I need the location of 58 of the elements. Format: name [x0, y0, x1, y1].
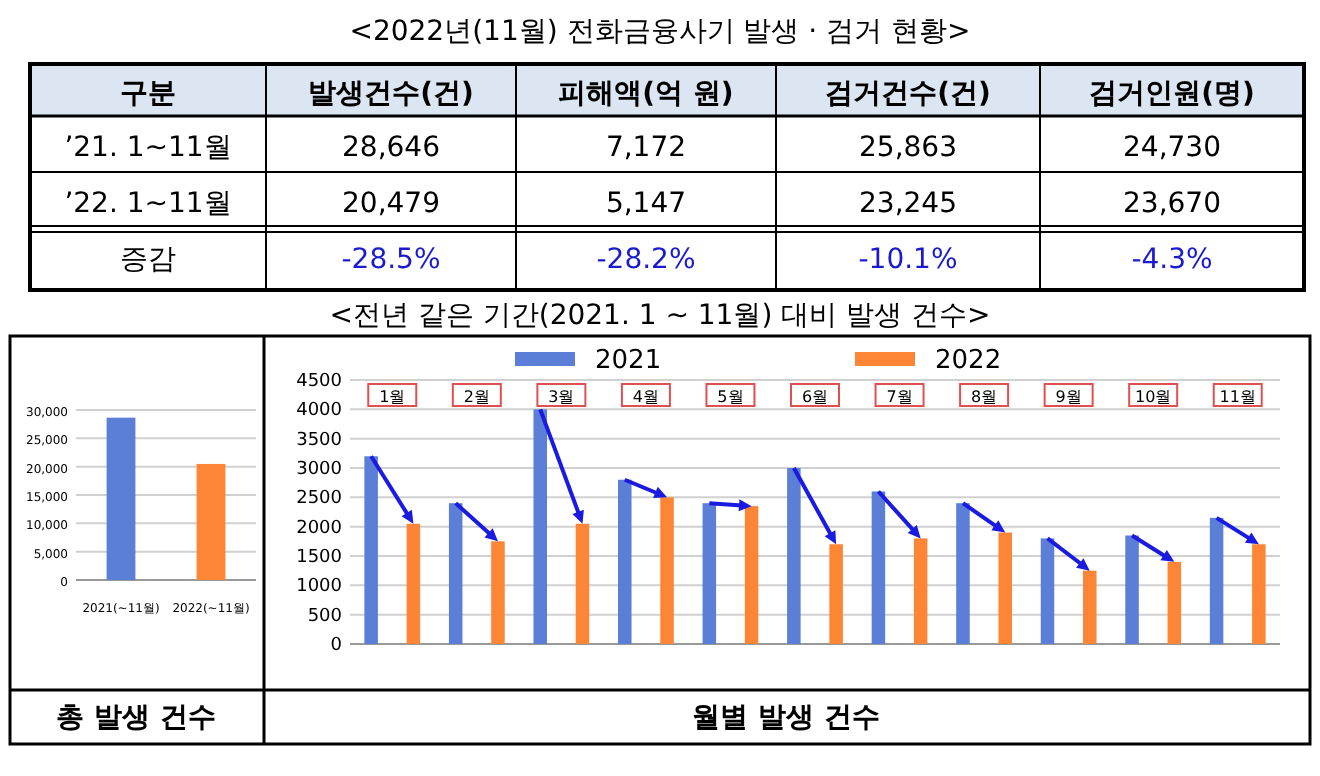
y-tick-label: 4500 — [296, 372, 343, 392]
x-tick-label: 11월 — [1219, 388, 1256, 406]
y-tick-label: 2500 — [296, 489, 343, 510]
bar — [1125, 535, 1139, 644]
text: -10.1% — [858, 244, 958, 276]
text: -28.2% — [596, 244, 696, 276]
text: 20,479 — [342, 188, 440, 220]
y-tick-label: 4000 — [296, 401, 343, 422]
chart-title: <전년 같은 기간(2021. 1 ~ 11월) 대비 발생 건수> — [329, 300, 991, 332]
x-axis-title: 월별 발생 건수 — [692, 702, 880, 734]
category-label: 발생건수(건) — [308, 78, 474, 110]
x-tick-label: 5월 — [717, 388, 744, 406]
bar — [1040, 538, 1055, 644]
text: 28,646 — [342, 132, 440, 164]
bar — [448, 503, 463, 644]
text: 5,147 — [605, 188, 687, 220]
text: 25,863 — [859, 132, 957, 164]
text: -28.5% — [341, 244, 441, 276]
y-tick-label: 0 — [330, 636, 343, 656]
y-tick-label: 1500 — [296, 548, 343, 568]
bar — [871, 491, 886, 644]
text: 7,172 — [605, 132, 687, 164]
y-tick-label: 2000 — [296, 518, 343, 539]
x-tick-label: 8월 — [971, 388, 998, 406]
text: 24,730 — [1123, 132, 1221, 164]
legend-label: 2021 — [595, 346, 662, 376]
x-axis-title: 총 발생 건수 — [56, 702, 216, 734]
text: <2022년(11월) 전화금융사기 발생 · 검거 현황> — [349, 16, 971, 48]
x-tick-label: 4월 — [632, 388, 659, 406]
bar — [1209, 517, 1224, 644]
bar — [364, 456, 378, 644]
y-tick-label: 3500 — [296, 430, 343, 451]
x-tick-label: 3월 — [548, 388, 575, 406]
category-label: 피해액(억 원) — [558, 78, 734, 110]
x-tick-label: 2월 — [463, 388, 490, 406]
bar — [787, 468, 801, 644]
x-tick-label: 9월 — [1055, 388, 1082, 406]
text: ’21. 1~11월 — [64, 132, 232, 164]
y-tick-label: 500 — [307, 606, 343, 627]
bar — [618, 479, 632, 644]
bar — [702, 503, 717, 644]
category-label: 구분 — [120, 78, 176, 110]
text: 증감 — [120, 244, 176, 276]
category-label: 검거건수(건) — [825, 78, 991, 110]
y-tick-label: 3000 — [296, 460, 343, 480]
x-tick-label: 1월 — [379, 388, 406, 406]
x-tick-label: 7월 — [886, 388, 913, 406]
text: -4.3% — [1131, 244, 1213, 276]
x-tick-label: 10월 — [1134, 388, 1172, 406]
category-label: 검거인원(명) — [1089, 78, 1255, 110]
text: ’22. 1~11월 — [64, 188, 232, 220]
text: 23,670 — [1123, 188, 1221, 220]
x-tick-label: 6월 — [801, 388, 829, 406]
y-tick-label: 1000 — [296, 577, 343, 598]
legend-label: 2022 — [935, 346, 1002, 376]
bar — [533, 409, 547, 644]
text: 23,245 — [859, 188, 957, 220]
bar — [956, 503, 970, 644]
